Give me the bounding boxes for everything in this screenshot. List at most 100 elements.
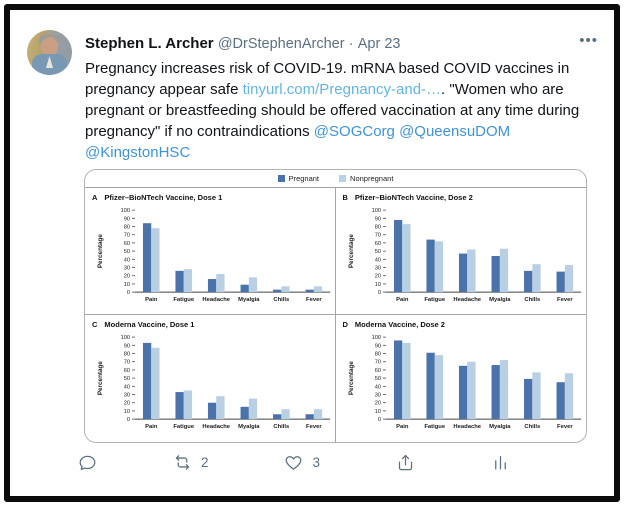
svg-text:70: 70: [374, 360, 380, 366]
svg-text:60: 60: [374, 368, 380, 374]
reply-icon: [79, 455, 96, 471]
svg-text:30: 30: [374, 392, 380, 398]
analytics-button[interactable]: [491, 453, 510, 472]
svg-text:20: 20: [124, 274, 130, 280]
like-count: 3: [312, 455, 320, 470]
panel-title: A Pfizer–BioNTech Vaccine, Dose 1: [92, 193, 335, 202]
svg-text:100: 100: [121, 208, 130, 214]
svg-text:50: 50: [374, 376, 380, 382]
svg-text:60: 60: [124, 241, 130, 247]
svg-text:100: 100: [121, 335, 130, 341]
svg-text:Fatigue: Fatigue: [173, 424, 195, 430]
svg-text:Fever: Fever: [557, 297, 573, 303]
svg-text:80: 80: [124, 224, 130, 230]
tweet-url-link[interactable]: tinyurl.com/Pregnancy-and-…: [242, 81, 442, 98]
svg-text:Myalgia: Myalgia: [238, 297, 260, 303]
chart-panels: A Pfizer–BioNTech Vaccine, Dose 1 Percenta…: [85, 188, 586, 442]
panel-title: D Moderna Vaccine, Dose 2: [343, 320, 587, 329]
share-icon: [398, 454, 413, 471]
bar-chart-panel-A: Percentage 0 10 20 30 40 50 60 70 80 90 100 Pain Fati…: [97, 208, 331, 303]
svg-text:70: 70: [124, 233, 130, 239]
reply-button[interactable]: [78, 453, 97, 472]
svg-text:Fatigue: Fatigue: [173, 297, 195, 303]
svg-text:60: 60: [374, 241, 380, 247]
chart-panel-D: D Moderna Vaccine, Dose 2 Percentage 0 10 20 3…: [336, 315, 587, 442]
analytics-icon: [495, 455, 506, 470]
like-button[interactable]: 3: [284, 453, 320, 472]
svg-text:10: 10: [374, 409, 380, 415]
svg-text:70: 70: [374, 233, 380, 239]
retweet-button[interactable]: 2: [173, 453, 209, 472]
mention-link[interactable]: @KingstonHSC: [85, 144, 191, 161]
svg-text:Myalgia: Myalgia: [238, 424, 260, 430]
svg-text:40: 40: [374, 257, 380, 263]
svg-text:80: 80: [374, 351, 380, 357]
mention-link[interactable]: @SOGCorg: [313, 123, 395, 140]
header-separator: ·: [348, 36, 354, 52]
svg-text:Headache: Headache: [202, 297, 230, 303]
retweet-count: 2: [200, 455, 209, 470]
mention-link[interactable]: @QueensuDOM: [399, 123, 511, 140]
svg-text:0: 0: [377, 290, 380, 296]
svg-text:Percentage: Percentage: [97, 234, 104, 269]
svg-text:Percentage: Percentage: [97, 361, 104, 396]
chart-panel-B: B Pfizer–BioNTech Vaccine, Dose 2 Percenta…: [335, 188, 587, 315]
avatar-shirt: [46, 56, 53, 68]
tweet-text-segment: Pregnancy increases risk of COVID-19. mR…: [85, 60, 570, 98]
svg-text:Myalgia: Myalgia: [489, 424, 511, 430]
panel-title: C Moderna Vaccine, Dose 1: [92, 320, 335, 329]
author-handle[interactable]: @DrStephenArcher: [217, 36, 345, 52]
svg-text:90: 90: [124, 216, 130, 222]
legend-item-nonpregnant: Nonpregnant: [339, 174, 393, 183]
svg-text:0: 0: [377, 417, 380, 423]
more-menu-icon[interactable]: •••: [579, 32, 598, 49]
panel-title-text: Moderna Vaccine, Dose 2: [354, 320, 445, 329]
panel-title: B Pfizer–BioNTech Vaccine, Dose 2: [343, 193, 587, 202]
svg-text:Chills: Chills: [524, 297, 541, 303]
svg-text:Fatigue: Fatigue: [424, 297, 446, 303]
svg-text:Percentage: Percentage: [347, 234, 354, 269]
chart-panel-A: A Pfizer–BioNTech Vaccine, Dose 1 Percenta…: [85, 188, 336, 315]
svg-text:90: 90: [124, 343, 130, 349]
svg-text:Pain: Pain: [396, 424, 409, 430]
avatar-face: [41, 37, 58, 56]
chart-panel-C: C Moderna Vaccine, Dose 1 Percentage 0 10 20 3…: [85, 315, 336, 442]
avatar[interactable]: [27, 30, 72, 75]
panel-letter: C: [92, 320, 98, 329]
tweet-date[interactable]: Apr 23: [357, 36, 401, 52]
svg-text:30: 30: [124, 392, 130, 398]
tweet-header: Stephen L. Archer @DrStephenArcher · Apr…: [85, 35, 400, 52]
svg-text:100: 100: [371, 335, 380, 341]
like-icon: [286, 456, 302, 470]
panel-title-text: Pfizer–BioNTech Vaccine, Dose 1: [104, 193, 223, 202]
svg-text:40: 40: [374, 384, 380, 390]
legend-item-pregnant: Pregnant: [277, 174, 319, 183]
svg-text:Fever: Fever: [557, 424, 573, 430]
author-name[interactable]: Stephen L. Archer: [85, 35, 214, 52]
svg-text:Chills: Chills: [273, 424, 290, 430]
svg-text:Pain: Pain: [145, 424, 158, 430]
svg-text:Headache: Headache: [453, 297, 481, 303]
svg-text:40: 40: [124, 384, 130, 390]
panel-title-text: Moderna Vaccine, Dose 1: [104, 320, 195, 329]
chart-card[interactable]: Pregnant Nonpregnant A Pfizer–BioNTech Vac…: [84, 169, 587, 443]
svg-text:30: 30: [374, 265, 380, 271]
svg-text:80: 80: [374, 224, 380, 230]
svg-text:10: 10: [374, 282, 380, 288]
share-button[interactable]: [396, 453, 415, 472]
svg-text:10: 10: [124, 282, 130, 288]
panel-letter: A: [92, 193, 98, 202]
svg-text:100: 100: [371, 208, 380, 214]
tweet-text-segment: . "Women who are pregnant or breastfeedi…: [85, 81, 580, 140]
svg-text:Chills: Chills: [524, 424, 541, 430]
svg-text:Pain: Pain: [145, 297, 158, 303]
legend-label: Nonpregnant: [350, 174, 394, 183]
svg-text:60: 60: [124, 368, 130, 374]
svg-text:Fatigue: Fatigue: [424, 424, 446, 430]
svg-text:50: 50: [124, 376, 130, 382]
tweet-text: Pregnancy increases risk of COVID-19. mR…: [85, 58, 609, 163]
svg-text:Myalgia: Myalgia: [489, 297, 511, 303]
svg-text:Headache: Headache: [202, 424, 230, 430]
